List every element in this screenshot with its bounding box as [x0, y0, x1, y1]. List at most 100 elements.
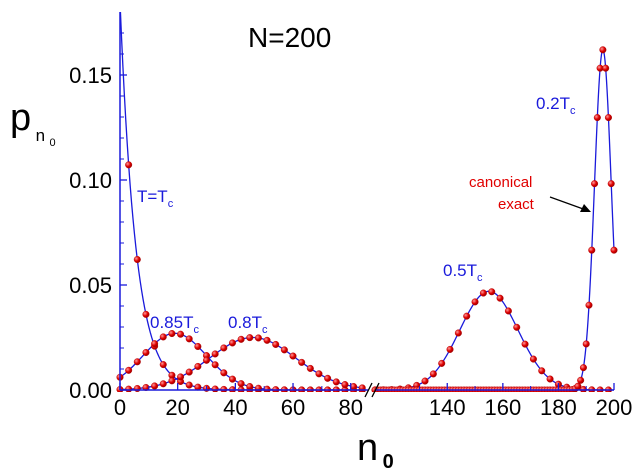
- data-point: [438, 359, 446, 367]
- data-point: [289, 352, 297, 360]
- data-point: [546, 375, 554, 383]
- data-point: [280, 346, 288, 354]
- series-label-sub: c: [193, 324, 199, 336]
- data-point: [588, 246, 596, 254]
- data-point: [471, 298, 479, 306]
- data-point: [521, 340, 529, 348]
- data-point: [220, 344, 228, 352]
- annotation-line1: canonical: [469, 174, 532, 191]
- y-axis-title-sub: n: [36, 126, 45, 145]
- data-point: [579, 364, 587, 372]
- data-point: [306, 364, 314, 372]
- data-point: [159, 333, 167, 341]
- data-point: [237, 335, 245, 343]
- y-axis-title: p n 0: [10, 97, 56, 149]
- x-tick-label: 80: [338, 395, 362, 420]
- x-tick-label: 180: [540, 395, 577, 420]
- data-point: [463, 312, 471, 320]
- data-point: [237, 380, 245, 388]
- series-label: T=Tc: [137, 187, 174, 210]
- data-point: [577, 376, 585, 384]
- data-point: [585, 301, 593, 309]
- y-tick-label: 0.05: [69, 273, 112, 298]
- data-point: [159, 361, 167, 369]
- data-point: [151, 340, 159, 348]
- data-point: [125, 161, 133, 169]
- series-label: 0.5Tc: [443, 261, 483, 284]
- series-label-sub: c: [262, 324, 268, 336]
- data-point: [194, 362, 202, 370]
- y-axis-title-subsub: 0: [50, 137, 56, 149]
- y-tick-label: 0.00: [69, 378, 112, 403]
- series-label-main: 0.8T: [228, 313, 262, 332]
- x-tick-label: 40: [223, 395, 247, 420]
- series-label-main: 0.5T: [443, 261, 477, 280]
- series-4-curve-0: [375, 49, 615, 391]
- data-point: [133, 358, 141, 366]
- data-point: [332, 378, 340, 386]
- x-axis-title-main: n: [357, 427, 378, 469]
- data-point: [133, 385, 141, 392]
- series-label-sub: c: [168, 198, 174, 210]
- x-tick-label: 200: [596, 395, 633, 420]
- data-point: [246, 383, 254, 391]
- data-point: [263, 336, 271, 344]
- x-tick-label: 60: [281, 395, 305, 420]
- data-point: [529, 355, 537, 363]
- data-point: [177, 330, 185, 338]
- data-point: [504, 307, 512, 315]
- data-point: [593, 114, 601, 122]
- data-point: [513, 323, 521, 331]
- data-point: [488, 288, 496, 296]
- data-point: [125, 385, 133, 392]
- data-point: [185, 368, 193, 376]
- x-axis-title: n 0: [357, 427, 394, 473]
- data-point: [220, 369, 228, 377]
- data-point: [185, 335, 193, 343]
- data-point: [324, 374, 332, 382]
- series-label-main: T=T: [137, 187, 168, 206]
- chart-title: N=200: [248, 22, 331, 53]
- series-label: 0.85Tc: [150, 313, 199, 336]
- x-tick-label: 0: [114, 395, 126, 420]
- axis-break-mark-left: [364, 382, 373, 398]
- data-point: [125, 366, 133, 374]
- data-point: [607, 180, 615, 188]
- data-point: [479, 289, 487, 297]
- data-point: [151, 382, 159, 390]
- series-3-curve-0: [374, 290, 614, 391]
- data-point: [194, 342, 202, 350]
- data-point: [203, 356, 211, 364]
- data-point: [341, 381, 349, 389]
- annotation-arrow-head: [580, 204, 591, 212]
- data-point: [211, 350, 219, 358]
- y-tick-label: 0.15: [69, 63, 112, 88]
- data-point: [610, 246, 618, 254]
- data-point: [133, 256, 141, 264]
- data-point: [142, 348, 150, 356]
- data-point: [272, 340, 280, 348]
- axes-group: [119, 12, 615, 398]
- data-point: [211, 361, 219, 369]
- annotation-line2: exact: [498, 196, 535, 213]
- series-label-sub: c: [570, 105, 576, 117]
- data-point: [429, 370, 437, 378]
- data-point: [246, 334, 254, 342]
- data-point: [315, 370, 323, 378]
- data-point: [168, 330, 176, 338]
- data-point: [142, 310, 150, 318]
- data-point: [211, 385, 219, 392]
- data-point: [604, 114, 612, 122]
- data-point: [599, 46, 607, 54]
- data-point: [496, 294, 504, 302]
- data-point: [582, 340, 590, 348]
- data-point: [177, 373, 185, 381]
- data-point: [454, 329, 462, 337]
- x-tick-label: 20: [165, 395, 189, 420]
- x-tick-label: 160: [484, 395, 521, 420]
- data-point: [228, 375, 236, 383]
- data-point: [168, 377, 176, 385]
- data-point: [602, 64, 610, 72]
